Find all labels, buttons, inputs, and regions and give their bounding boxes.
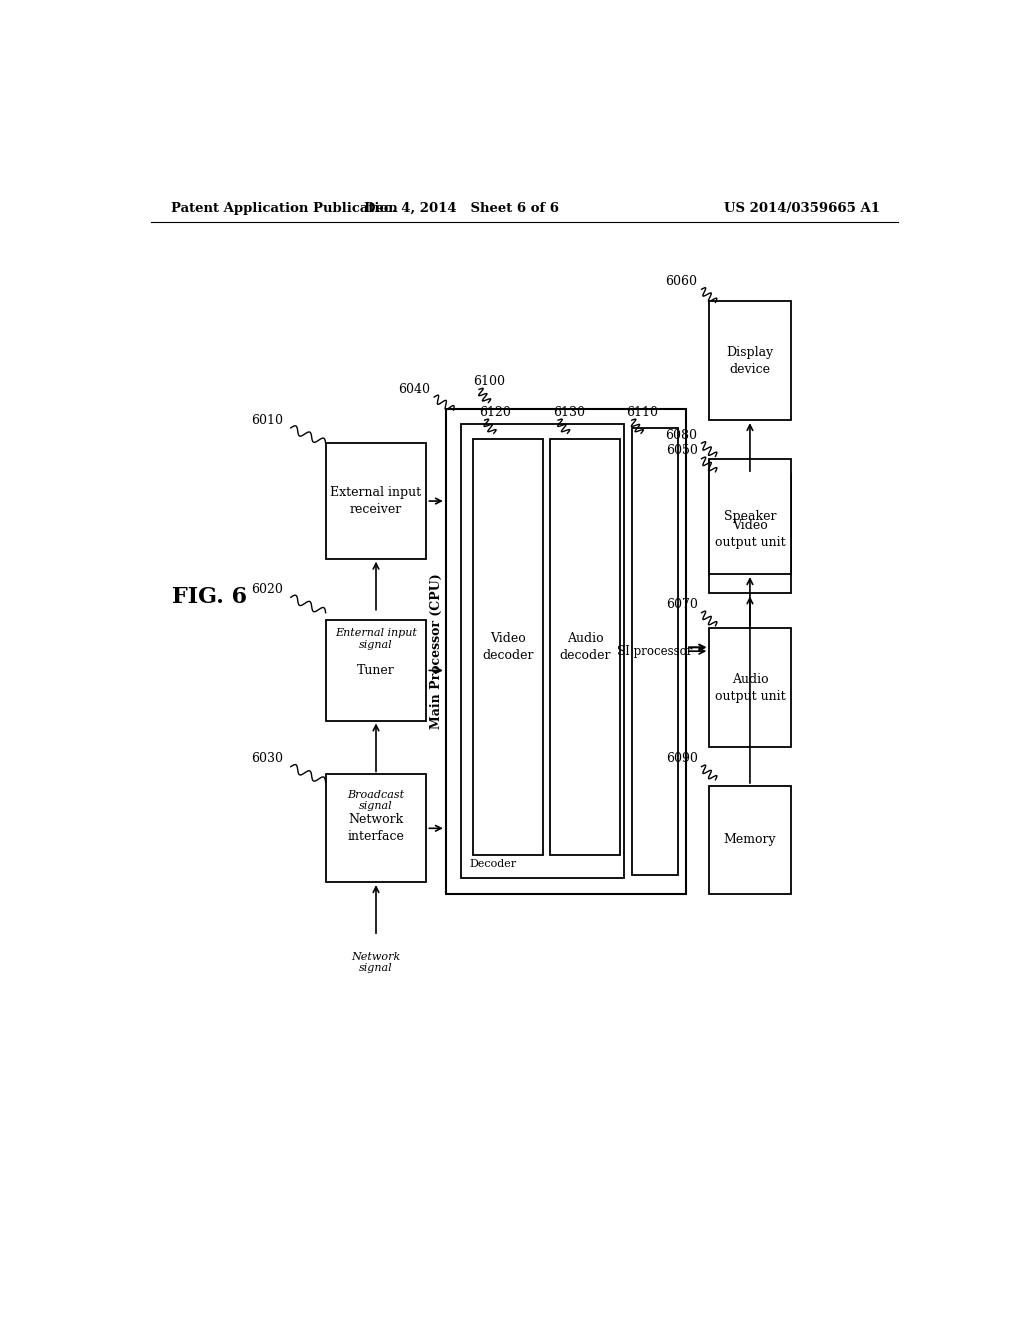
Text: Tuner: Tuner [357,664,395,677]
Text: 6060: 6060 [666,275,697,288]
Bar [550,440,621,855]
Text: 6040: 6040 [398,383,430,396]
Text: 6090: 6090 [666,752,697,766]
Text: Memory: Memory [724,833,776,846]
Text: 6010: 6010 [251,413,283,426]
Text: Dec. 4, 2014   Sheet 6 of 6: Dec. 4, 2014 Sheet 6 of 6 [364,202,559,215]
Bar [710,628,791,747]
Text: Speaker: Speaker [724,510,776,523]
Text: External input
receiver: External input receiver [331,486,422,516]
Text: SI processor: SI processor [617,644,692,657]
Bar [326,444,426,558]
Bar [710,785,791,894]
Bar [461,424,624,878]
Bar [632,428,678,875]
Text: 6080: 6080 [666,429,697,442]
Bar [710,474,791,594]
Bar [326,620,426,721]
Text: 6120: 6120 [479,407,511,418]
Text: Patent Application Publication: Patent Application Publication [171,202,397,215]
Text: 6030: 6030 [251,752,283,766]
Text: Network
interface: Network interface [347,813,404,843]
Text: Video
decoder: Video decoder [482,632,534,663]
Text: Audio
output unit: Audio output unit [715,673,785,702]
Text: Video
output unit: Video output unit [715,519,785,549]
Text: Audio
decoder: Audio decoder [559,632,611,663]
Text: Enternal input
signal: Enternal input signal [335,628,417,649]
Text: 6100: 6100 [473,375,505,388]
Text: 6070: 6070 [666,598,697,611]
Text: Display
device: Display device [726,346,773,375]
Text: 6130: 6130 [553,407,585,418]
Bar [326,775,426,882]
Text: 6020: 6020 [251,583,283,597]
Bar [710,459,791,574]
Text: Main Processor (CPU): Main Processor (CPU) [430,573,443,729]
Text: Decoder: Decoder [469,859,516,870]
Text: 6110: 6110 [627,407,658,418]
Bar [445,409,686,894]
Text: 6050: 6050 [666,445,697,458]
Text: Network
signal: Network signal [351,952,400,973]
Text: FIG. 6: FIG. 6 [172,586,247,609]
Bar [710,301,791,420]
Text: US 2014/0359665 A1: US 2014/0359665 A1 [724,202,881,215]
Bar [473,440,543,855]
Text: Broadcast
signal: Broadcast signal [347,789,404,812]
